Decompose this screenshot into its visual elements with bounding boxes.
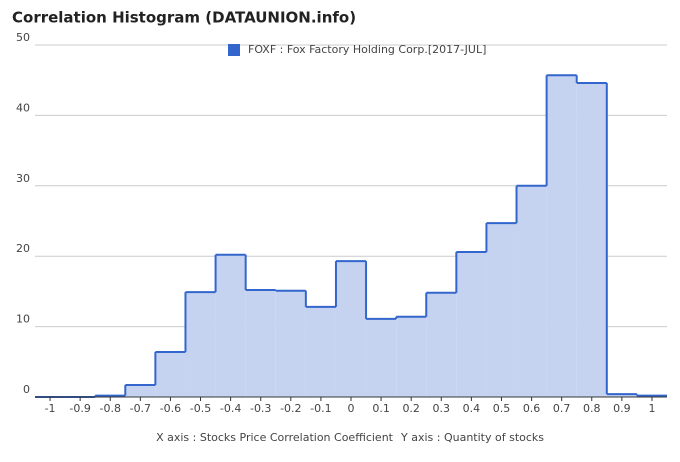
bar bbox=[576, 83, 607, 398]
y-tick-label: 40 bbox=[16, 101, 30, 114]
bar bbox=[366, 318, 397, 397]
x-tick-label: -0.3 bbox=[250, 402, 271, 415]
x-tick-label: 0.3 bbox=[433, 402, 451, 415]
bar bbox=[155, 351, 186, 397]
bar bbox=[456, 251, 487, 397]
x-tick-label: -0.8 bbox=[100, 402, 121, 415]
bar bbox=[335, 261, 367, 397]
bar bbox=[486, 223, 517, 397]
bar bbox=[546, 75, 577, 397]
x-tick-label: 0.5 bbox=[493, 402, 511, 415]
x-tick-label: -0.9 bbox=[69, 402, 90, 415]
x-tick-label: 0 bbox=[348, 402, 355, 415]
bar bbox=[426, 292, 457, 397]
bar bbox=[606, 394, 637, 397]
y-tick-label: 0 bbox=[23, 383, 30, 396]
y-tick-label: 30 bbox=[16, 172, 30, 185]
y-tick-label: 50 bbox=[16, 31, 30, 44]
chart-title: Correlation Histogram (DATAUNION.info) bbox=[12, 9, 356, 27]
x-tick-label: -1 bbox=[45, 402, 56, 415]
bar bbox=[215, 254, 246, 397]
bar bbox=[516, 185, 547, 397]
x-tick-label: -0.4 bbox=[220, 402, 241, 415]
x-tick-label: 0.6 bbox=[523, 402, 541, 415]
x-tick-label: -0.7 bbox=[130, 402, 151, 415]
x-tick-label: -0.2 bbox=[280, 402, 301, 415]
bar bbox=[396, 316, 427, 397]
y-tick-label: 10 bbox=[16, 313, 30, 326]
x-tick-label: -0.6 bbox=[160, 402, 181, 415]
x-tick-label: 0.2 bbox=[402, 402, 420, 415]
x-tick-label: 1 bbox=[648, 402, 655, 415]
bar bbox=[305, 306, 336, 397]
bar bbox=[275, 290, 306, 397]
y-tick-label: 20 bbox=[16, 242, 30, 255]
x-tick-label: 0.1 bbox=[372, 402, 390, 415]
x-axis-label: X axis : Stocks Price Correlation Coeffi… bbox=[156, 431, 394, 444]
legend-label: FOXF : Fox Factory Holding Corp.[2017-JU… bbox=[248, 43, 486, 56]
x-tick-label: 0.8 bbox=[583, 402, 601, 415]
bar bbox=[125, 385, 156, 397]
x-tick-label: -0.5 bbox=[190, 402, 211, 415]
x-tick-label: 0.7 bbox=[553, 402, 571, 415]
bar bbox=[185, 292, 216, 397]
legend-swatch bbox=[228, 44, 240, 56]
y-axis-label: Y axis : Quantity of stocks bbox=[400, 431, 544, 444]
x-tick-label: 0.9 bbox=[613, 402, 631, 415]
x-tick-label: 0.4 bbox=[463, 402, 481, 415]
x-tick-label: -0.1 bbox=[310, 402, 331, 415]
bar bbox=[245, 289, 276, 397]
